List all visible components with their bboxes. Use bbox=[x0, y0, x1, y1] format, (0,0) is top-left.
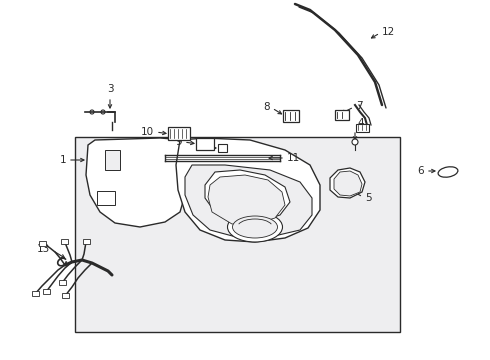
Text: 7: 7 bbox=[356, 101, 363, 111]
Circle shape bbox=[352, 139, 358, 145]
Bar bbox=[356, 124, 369, 132]
Polygon shape bbox=[205, 170, 290, 222]
Text: 9: 9 bbox=[175, 137, 182, 147]
Text: 12: 12 bbox=[382, 27, 395, 37]
Polygon shape bbox=[86, 138, 188, 227]
Polygon shape bbox=[334, 171, 362, 196]
Bar bbox=[32, 291, 39, 296]
Ellipse shape bbox=[227, 212, 283, 242]
Bar bbox=[61, 239, 68, 244]
Ellipse shape bbox=[232, 216, 277, 238]
Polygon shape bbox=[176, 138, 320, 242]
FancyBboxPatch shape bbox=[335, 110, 349, 120]
Bar bbox=[62, 293, 69, 298]
Text: 5: 5 bbox=[365, 193, 371, 203]
Text: 2: 2 bbox=[198, 143, 205, 153]
Bar bbox=[43, 289, 50, 294]
Text: 10: 10 bbox=[141, 127, 154, 137]
Polygon shape bbox=[208, 175, 285, 224]
Text: 8: 8 bbox=[264, 102, 270, 112]
Ellipse shape bbox=[438, 167, 458, 177]
Polygon shape bbox=[105, 150, 120, 170]
Bar bbox=[83, 239, 90, 244]
FancyBboxPatch shape bbox=[196, 138, 214, 150]
Text: 6: 6 bbox=[417, 166, 424, 176]
Bar bbox=[39, 241, 46, 246]
FancyBboxPatch shape bbox=[218, 144, 227, 152]
Polygon shape bbox=[185, 165, 312, 238]
Text: 4: 4 bbox=[357, 118, 364, 128]
FancyBboxPatch shape bbox=[168, 127, 190, 140]
Bar bbox=[59, 280, 66, 285]
Text: 11: 11 bbox=[287, 153, 300, 163]
Text: 3: 3 bbox=[107, 84, 113, 94]
Text: 13: 13 bbox=[37, 244, 50, 254]
Bar bbox=[75, 137, 400, 332]
FancyBboxPatch shape bbox=[283, 110, 299, 122]
Polygon shape bbox=[330, 168, 365, 198]
Text: 1: 1 bbox=[59, 155, 66, 165]
Bar bbox=[97, 191, 115, 205]
